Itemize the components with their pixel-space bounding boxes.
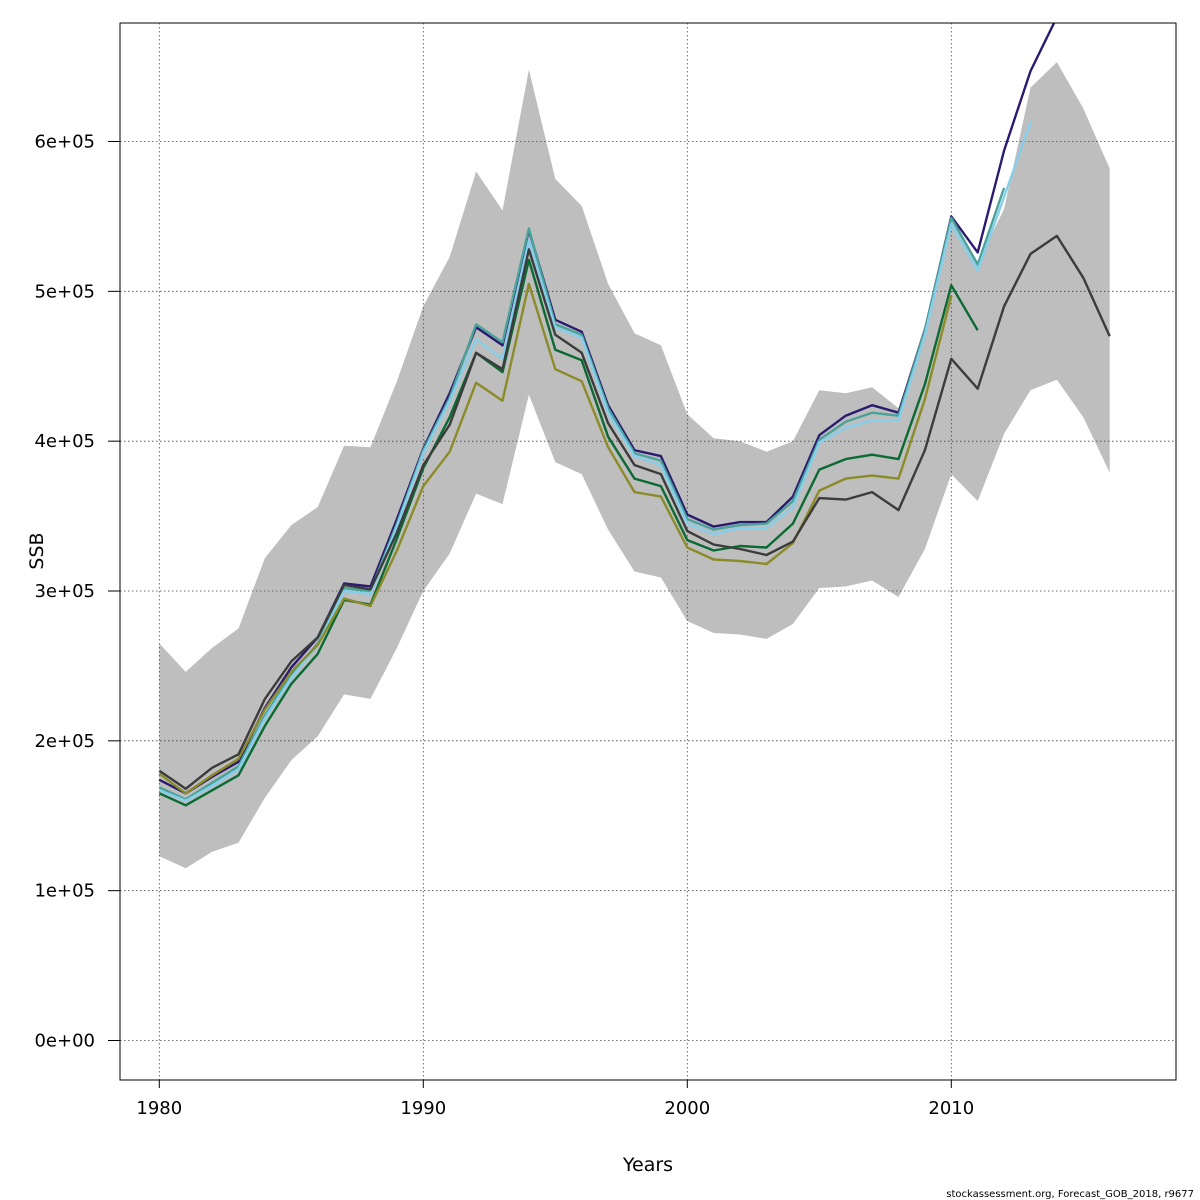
x-tick-label: 1980 <box>136 1098 182 1119</box>
series-line-4 <box>158 258 979 807</box>
y-tick-label: 6e+05 <box>34 132 95 153</box>
y-tick-label: 4e+05 <box>34 431 95 452</box>
axis-layer: 1980 1990 2000 2010 0e+00 1e+05 2e+05 3e+05 4e+0… <box>34 132 974 1120</box>
x-tick-label: 1990 <box>400 1098 446 1119</box>
x-tick-label: 2000 <box>664 1098 710 1119</box>
credit-text: stockassessment.org, Forecast_GOB_2018, … <box>946 1189 1194 1200</box>
x-tick-label: 2010 <box>928 1098 974 1119</box>
y-tick-label: 5e+05 <box>34 281 95 302</box>
series-line-6 <box>158 234 1111 790</box>
y-tick-label: 0e+00 <box>34 1031 95 1052</box>
y-tick-label: 1e+05 <box>34 881 95 902</box>
series-line-5 <box>158 282 953 795</box>
series-layer <box>158 23 1111 807</box>
x-axis-title: Years <box>622 1154 673 1176</box>
y-tick-label: 3e+05 <box>34 581 95 602</box>
series-line-3 <box>158 121 1032 802</box>
y-tick-label: 2e+05 <box>34 731 95 752</box>
plot-frame <box>119 22 1177 1081</box>
y-axis-title: SSB <box>26 532 48 569</box>
grid-layer <box>120 23 1176 1080</box>
